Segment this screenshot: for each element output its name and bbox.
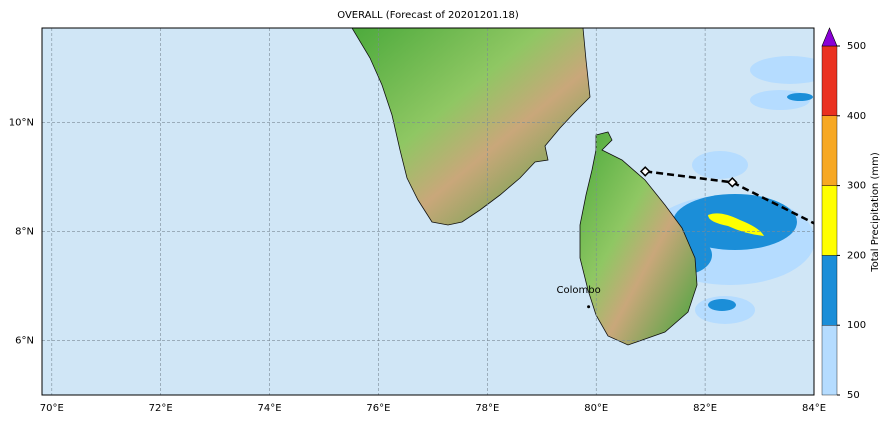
- city-label: Colombo: [556, 285, 600, 296]
- track-point: [639, 166, 651, 177]
- track-line: [645, 170, 814, 225]
- colorbar-segment: [821, 45, 838, 117]
- y-tick-label: 8°N: [15, 226, 34, 237]
- colorbar-label: Total Precipitation (mm): [870, 152, 881, 273]
- colorbar-tick-label: 500: [847, 41, 866, 52]
- colorbar-tick-label: 300: [847, 181, 866, 192]
- x-tick-label: 76°E: [366, 403, 390, 414]
- colorbar-segment: [821, 115, 838, 186]
- sri-lanka-land: [579, 131, 698, 346]
- x-tick-label: 72°E: [149, 403, 173, 414]
- colorbar-segment: [821, 325, 838, 396]
- x-tick-label: 70°E: [40, 403, 64, 414]
- y-tick-label: 10°N: [9, 117, 34, 128]
- india-land: [351, 28, 591, 226]
- colorbar-extend: [821, 27, 838, 47]
- x-tick-label: 74°E: [258, 403, 282, 414]
- map-area: Colombo: [42, 28, 814, 395]
- colorbar-tick-label: 100: [847, 320, 866, 331]
- map-title: OVERALL (Forecast of 20201201.18): [337, 10, 519, 21]
- x-tick-label: 80°E: [584, 403, 608, 414]
- colorbar-tick-label: 200: [847, 250, 866, 261]
- colorbar-tick-label: 50: [847, 390, 860, 401]
- track-point: [727, 177, 738, 188]
- colorbar: 50 100 200 300 400 500: [821, 27, 866, 401]
- y-tick-label: 6°N: [15, 335, 34, 346]
- colorbar-segment: [821, 255, 838, 326]
- map-frame: [41, 27, 815, 396]
- x-tick-label: 78°E: [475, 403, 499, 414]
- x-tick-label: 82°E: [693, 403, 717, 414]
- colorbar-segment: [821, 185, 838, 256]
- city-marker: [587, 305, 591, 309]
- x-tick-label: 84°E: [802, 403, 826, 414]
- gridlines: [42, 28, 814, 395]
- colorbar-tick-label: 400: [847, 111, 866, 122]
- tick-labels: 70°E 72°E 74°E 76°E 78°E 80°E 82°E 84°E 6°N 8°N 10…: [9, 117, 826, 414]
- track: Colombo: [556, 166, 814, 309]
